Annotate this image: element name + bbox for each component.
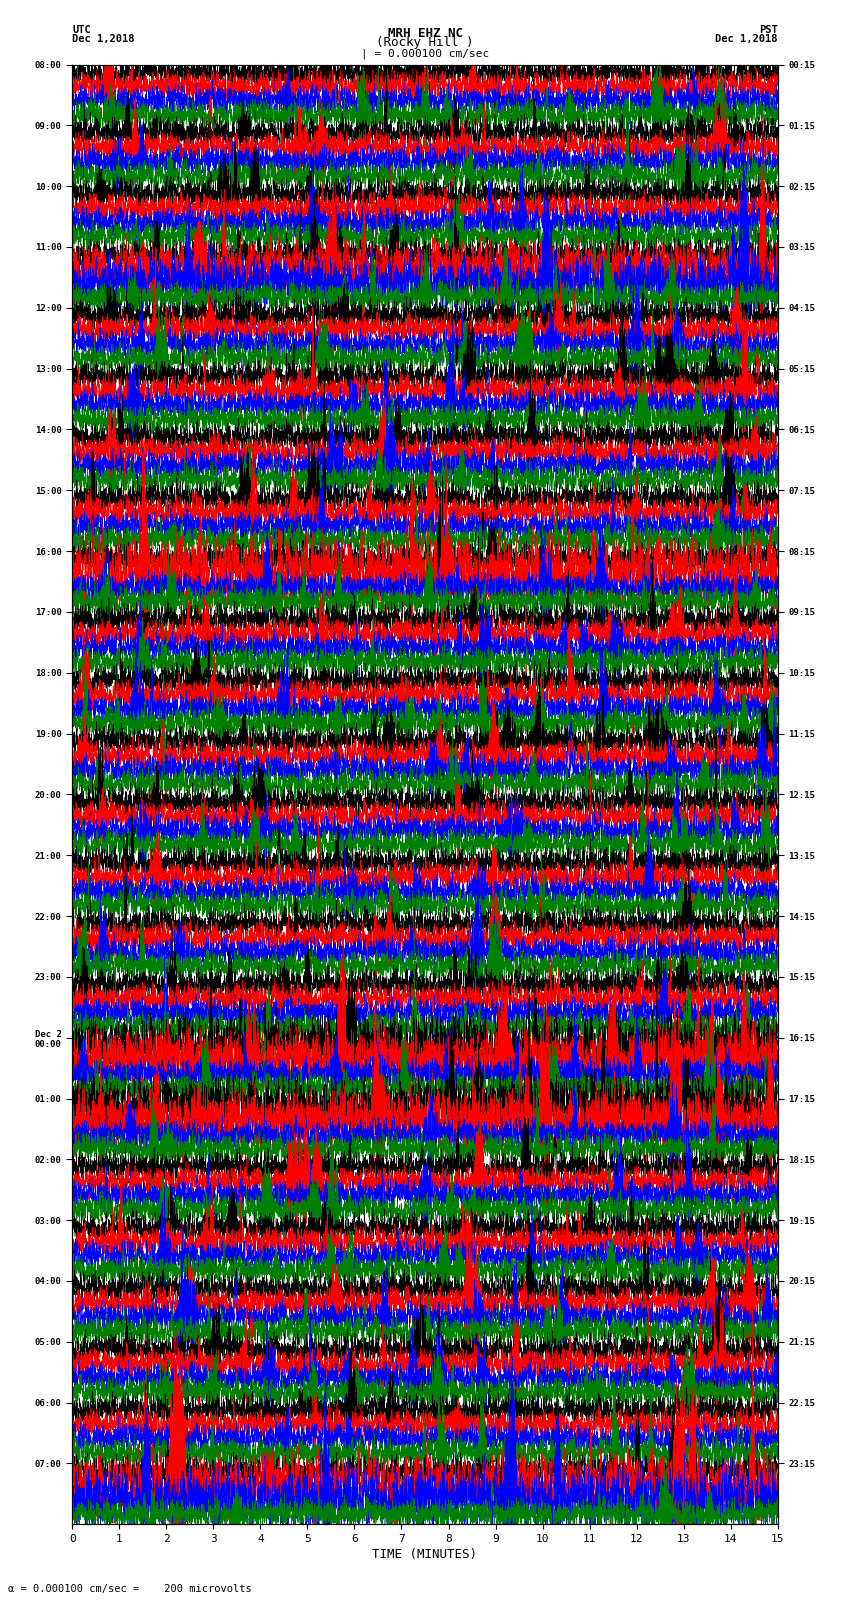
Text: (Rocky Hill ): (Rocky Hill ) — [377, 35, 473, 50]
Bar — [72, 916, 778, 977]
Text: Dec 1,2018: Dec 1,2018 — [72, 34, 135, 44]
Bar — [72, 1281, 778, 1342]
Bar — [72, 429, 778, 490]
Text: MRH EHZ NC: MRH EHZ NC — [388, 26, 462, 39]
Text: PST: PST — [759, 24, 778, 35]
Bar — [72, 1403, 778, 1463]
Bar — [72, 1160, 778, 1219]
Text: UTC: UTC — [72, 24, 91, 35]
Bar — [72, 552, 778, 611]
Text: α = 0.000100 cm/sec =    200 microvolts: α = 0.000100 cm/sec = 200 microvolts — [8, 1584, 252, 1594]
X-axis label: TIME (MINUTES): TIME (MINUTES) — [372, 1548, 478, 1561]
Bar — [72, 65, 778, 126]
Text: | = 0.000100 cm/sec: | = 0.000100 cm/sec — [361, 48, 489, 58]
Bar — [72, 673, 778, 734]
Bar — [72, 308, 778, 369]
Bar — [72, 794, 778, 855]
Bar — [72, 1037, 778, 1098]
Bar — [72, 185, 778, 247]
Text: Dec 1,2018: Dec 1,2018 — [715, 34, 778, 44]
